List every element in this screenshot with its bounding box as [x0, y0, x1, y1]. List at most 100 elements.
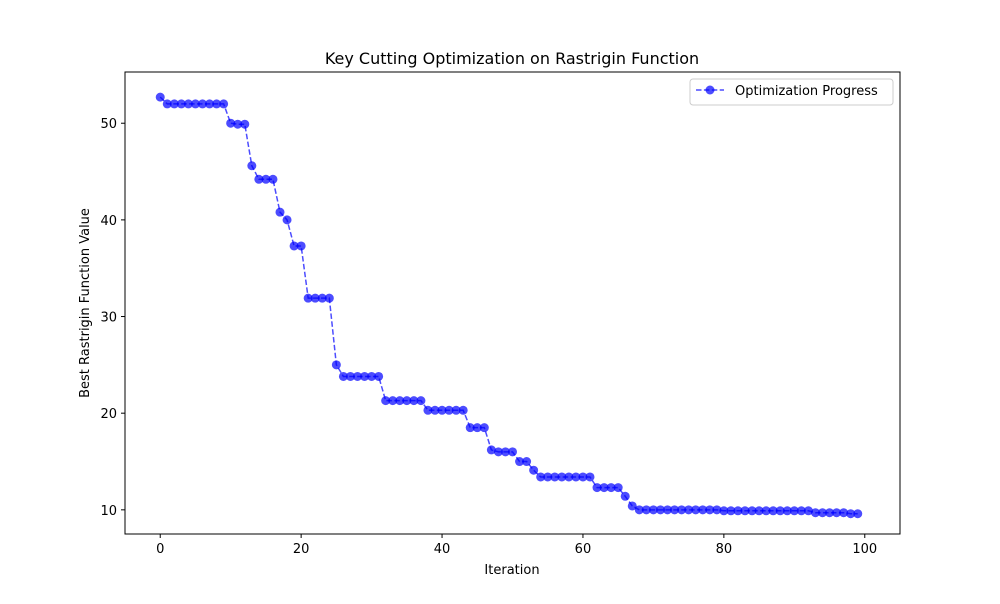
data-point — [740, 506, 750, 516]
data-point — [768, 506, 778, 516]
data-point — [190, 99, 200, 109]
data-point — [345, 371, 355, 381]
legend-box — [689, 78, 894, 106]
data-point — [655, 505, 665, 515]
data-point — [726, 506, 736, 516]
data-point — [451, 405, 461, 415]
data-point — [176, 99, 186, 109]
data-point — [775, 506, 785, 516]
data-point — [324, 293, 334, 303]
x-tick-label: 80 — [716, 542, 733, 557]
y-tick-label: 40 — [100, 214, 117, 229]
data-point — [423, 405, 433, 415]
data-point — [282, 215, 292, 225]
data-point — [522, 457, 532, 467]
data-point — [803, 506, 813, 516]
data-point — [712, 505, 722, 515]
data-point — [430, 405, 440, 415]
data-point — [296, 241, 306, 251]
data-point — [585, 472, 595, 482]
data-point — [395, 396, 405, 406]
legend: Optimization Progress — [689, 78, 894, 106]
data-point — [374, 371, 384, 381]
data-point — [853, 509, 863, 519]
data-point — [317, 293, 327, 303]
data-point — [486, 445, 496, 455]
data-point — [550, 472, 560, 482]
data-point — [529, 465, 539, 475]
data-point — [557, 472, 567, 482]
data-point — [289, 241, 299, 251]
chart-title: Key Cutting Optimization on Rastrigin Fu… — [325, 49, 699, 68]
data-point — [571, 472, 581, 482]
y-axis-label: Best Rastrigin Function Value — [78, 208, 93, 398]
data-point — [634, 505, 644, 515]
data-point — [479, 423, 489, 433]
data-point — [198, 99, 207, 109]
data-point — [212, 99, 222, 109]
data-point — [684, 505, 694, 515]
data-point — [606, 483, 616, 493]
data-point — [698, 505, 708, 515]
data-point — [620, 491, 630, 501]
data-point — [599, 483, 609, 493]
data-point — [627, 501, 637, 511]
y-tick-label: 10 — [100, 504, 117, 519]
x-tick-label: 60 — [575, 542, 592, 557]
data-point — [747, 506, 757, 516]
x-tick-label: 40 — [434, 542, 451, 557]
data-point — [719, 506, 729, 516]
data-point — [331, 360, 341, 370]
data-point — [437, 405, 447, 415]
data-point — [381, 396, 391, 406]
data-point — [353, 371, 362, 381]
data-point — [782, 506, 792, 516]
data-point — [360, 371, 370, 381]
data-point — [219, 99, 229, 109]
data-point — [254, 174, 264, 184]
data-point — [832, 508, 842, 518]
data-point — [493, 447, 503, 457]
y-tick-label: 30 — [100, 311, 117, 326]
y-tick-label: 50 — [100, 117, 117, 132]
data-point — [578, 472, 588, 482]
data-point — [705, 505, 715, 515]
x-axis-label: Iteration — [484, 563, 539, 578]
plot-layer — [155, 92, 863, 519]
data-point — [846, 509, 856, 519]
data-point — [275, 207, 285, 217]
data-point — [839, 508, 849, 518]
data-point — [691, 505, 701, 515]
data-point — [444, 405, 454, 415]
data-point — [825, 508, 835, 518]
data-point — [402, 396, 412, 406]
data-point — [338, 371, 348, 381]
data-point — [367, 371, 377, 381]
data-point — [472, 423, 482, 433]
data-point — [543, 472, 553, 482]
data-point — [458, 405, 468, 415]
data-point — [240, 119, 250, 129]
data-point — [754, 506, 764, 516]
data-point — [641, 505, 651, 515]
data-point — [810, 508, 820, 518]
data-point — [648, 505, 658, 515]
legend-label: Optimization Progress — [735, 84, 878, 99]
data-point — [388, 396, 398, 406]
x-tick-label: 20 — [293, 542, 310, 557]
data-point — [677, 505, 687, 515]
data-point — [268, 174, 278, 184]
legend-marker-swatch — [705, 85, 715, 95]
data-point — [796, 506, 806, 516]
x-tick-label: 100 — [852, 542, 877, 557]
data-point — [155, 92, 165, 102]
data-point — [247, 161, 257, 171]
data-point — [205, 99, 215, 109]
data-point — [508, 447, 517, 457]
data-point — [226, 118, 236, 128]
data-point — [169, 99, 179, 109]
data-point — [162, 99, 172, 109]
data-point — [663, 505, 672, 515]
